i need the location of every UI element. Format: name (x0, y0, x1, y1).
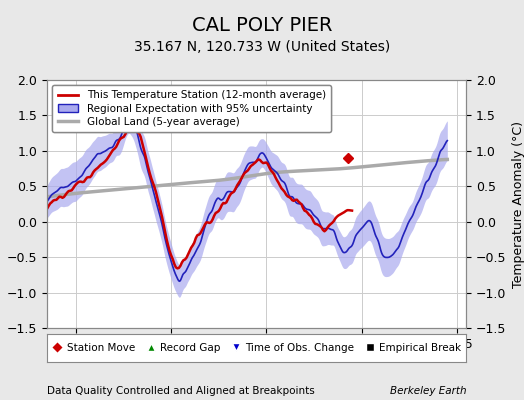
Text: Data Quality Controlled and Aligned at Breakpoints: Data Quality Controlled and Aligned at B… (47, 386, 315, 396)
Legend: Station Move, Record Gap, Time of Obs. Change, Empirical Break: Station Move, Record Gap, Time of Obs. C… (48, 339, 466, 357)
Text: CAL POLY PIER: CAL POLY PIER (192, 16, 332, 35)
Y-axis label: Temperature Anomaly (°C): Temperature Anomaly (°C) (512, 120, 524, 288)
Text: Berkeley Earth: Berkeley Earth (390, 386, 466, 396)
Text: 35.167 N, 120.733 W (United States): 35.167 N, 120.733 W (United States) (134, 40, 390, 54)
Legend: This Temperature Station (12-month average), Regional Expectation with 95% uncer: This Temperature Station (12-month avera… (52, 85, 331, 132)
